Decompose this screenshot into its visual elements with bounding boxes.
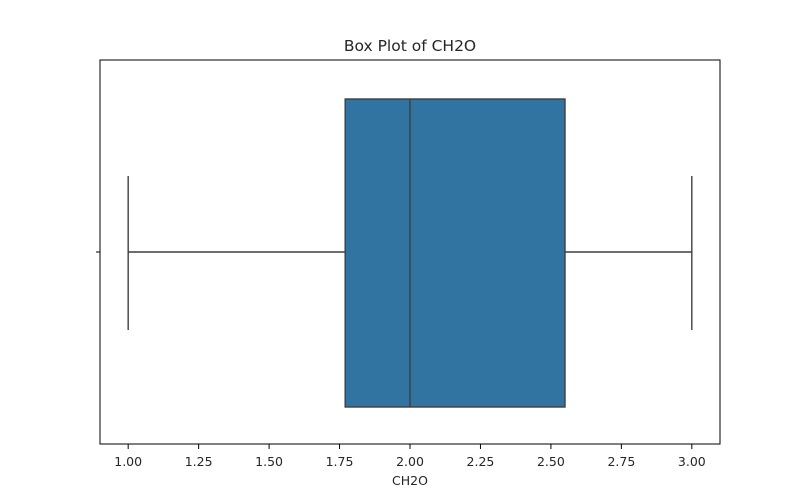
- x-axis: 1.00 1.25 1.50 1.75 2.00 2.25 2.50 2.75 3.00: [114, 444, 706, 469]
- chart-title: Box Plot of CH2O: [344, 37, 476, 55]
- x-tick-label: 1.25: [185, 454, 213, 469]
- iqr-box: [344, 98, 566, 408]
- x-tick-label: 2.25: [467, 454, 495, 469]
- x-tick-label: 3.00: [678, 454, 706, 469]
- x-tick-label: 1.00: [114, 454, 142, 469]
- plot-area: [96, 59, 721, 445]
- x-tick-label: 2.75: [607, 454, 635, 469]
- x-tick-label: 1.50: [255, 454, 283, 469]
- x-axis-label: CH2O: [392, 473, 428, 488]
- x-tick-label: 2.00: [396, 454, 424, 469]
- x-tick-label: 2.50: [537, 454, 565, 469]
- x-tick-label: 1.75: [326, 454, 354, 469]
